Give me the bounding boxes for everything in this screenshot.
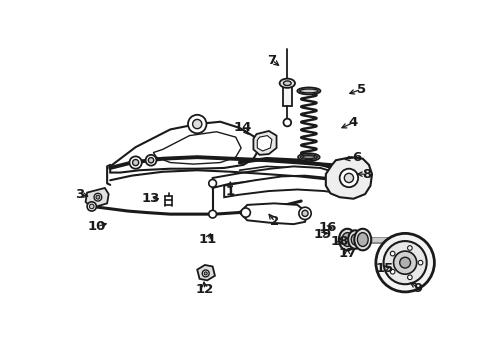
Text: 15: 15 (375, 262, 393, 275)
Circle shape (204, 272, 207, 275)
Text: 4: 4 (349, 116, 358, 129)
Ellipse shape (357, 233, 368, 247)
Text: 8: 8 (362, 168, 371, 181)
Ellipse shape (348, 230, 362, 249)
Circle shape (299, 207, 311, 220)
Text: 12: 12 (196, 283, 214, 296)
Circle shape (344, 173, 354, 183)
Circle shape (408, 275, 412, 280)
Ellipse shape (351, 234, 359, 245)
Ellipse shape (300, 89, 318, 93)
Circle shape (94, 193, 102, 201)
Text: 17: 17 (338, 247, 357, 260)
Text: 6: 6 (352, 150, 361, 164)
Circle shape (202, 270, 209, 277)
Text: 5: 5 (357, 83, 366, 96)
Circle shape (241, 208, 250, 217)
Text: 16: 16 (319, 221, 337, 234)
Circle shape (400, 257, 411, 268)
Ellipse shape (339, 229, 356, 250)
Circle shape (393, 251, 416, 274)
Circle shape (209, 180, 217, 187)
Text: 13: 13 (142, 192, 160, 205)
Circle shape (283, 119, 291, 126)
Circle shape (391, 251, 395, 256)
Circle shape (89, 204, 94, 209)
Polygon shape (253, 131, 276, 155)
Text: 1: 1 (226, 185, 235, 198)
Circle shape (193, 120, 202, 129)
Circle shape (129, 156, 142, 169)
Ellipse shape (342, 233, 353, 247)
Circle shape (302, 210, 308, 216)
Polygon shape (153, 132, 241, 164)
Circle shape (376, 233, 434, 292)
Polygon shape (110, 122, 259, 172)
Polygon shape (197, 265, 215, 280)
Circle shape (340, 169, 358, 187)
Circle shape (391, 269, 395, 274)
Circle shape (148, 158, 154, 163)
Polygon shape (283, 82, 292, 106)
Text: 7: 7 (268, 54, 276, 67)
Circle shape (146, 155, 156, 166)
Polygon shape (86, 188, 109, 208)
Polygon shape (326, 157, 372, 199)
Circle shape (418, 260, 423, 265)
Ellipse shape (297, 87, 320, 94)
Ellipse shape (280, 78, 295, 88)
Circle shape (209, 210, 217, 218)
Circle shape (188, 115, 206, 133)
Polygon shape (213, 166, 336, 188)
Ellipse shape (354, 229, 371, 250)
Circle shape (408, 246, 412, 250)
Polygon shape (240, 203, 307, 224)
Text: 2: 2 (270, 215, 280, 228)
Circle shape (132, 159, 139, 166)
Circle shape (96, 195, 100, 199)
Ellipse shape (303, 156, 315, 159)
Ellipse shape (300, 155, 318, 159)
Text: 14: 14 (233, 121, 252, 134)
Text: 19: 19 (314, 228, 332, 240)
Ellipse shape (283, 81, 291, 86)
Circle shape (384, 241, 427, 284)
Text: 11: 11 (198, 233, 217, 246)
Text: 18: 18 (330, 235, 349, 248)
Text: 10: 10 (88, 220, 106, 233)
Ellipse shape (298, 153, 319, 161)
Circle shape (87, 202, 97, 211)
Text: 3: 3 (75, 188, 84, 201)
Polygon shape (257, 136, 272, 151)
Text: 9: 9 (414, 282, 423, 294)
Polygon shape (224, 176, 340, 197)
